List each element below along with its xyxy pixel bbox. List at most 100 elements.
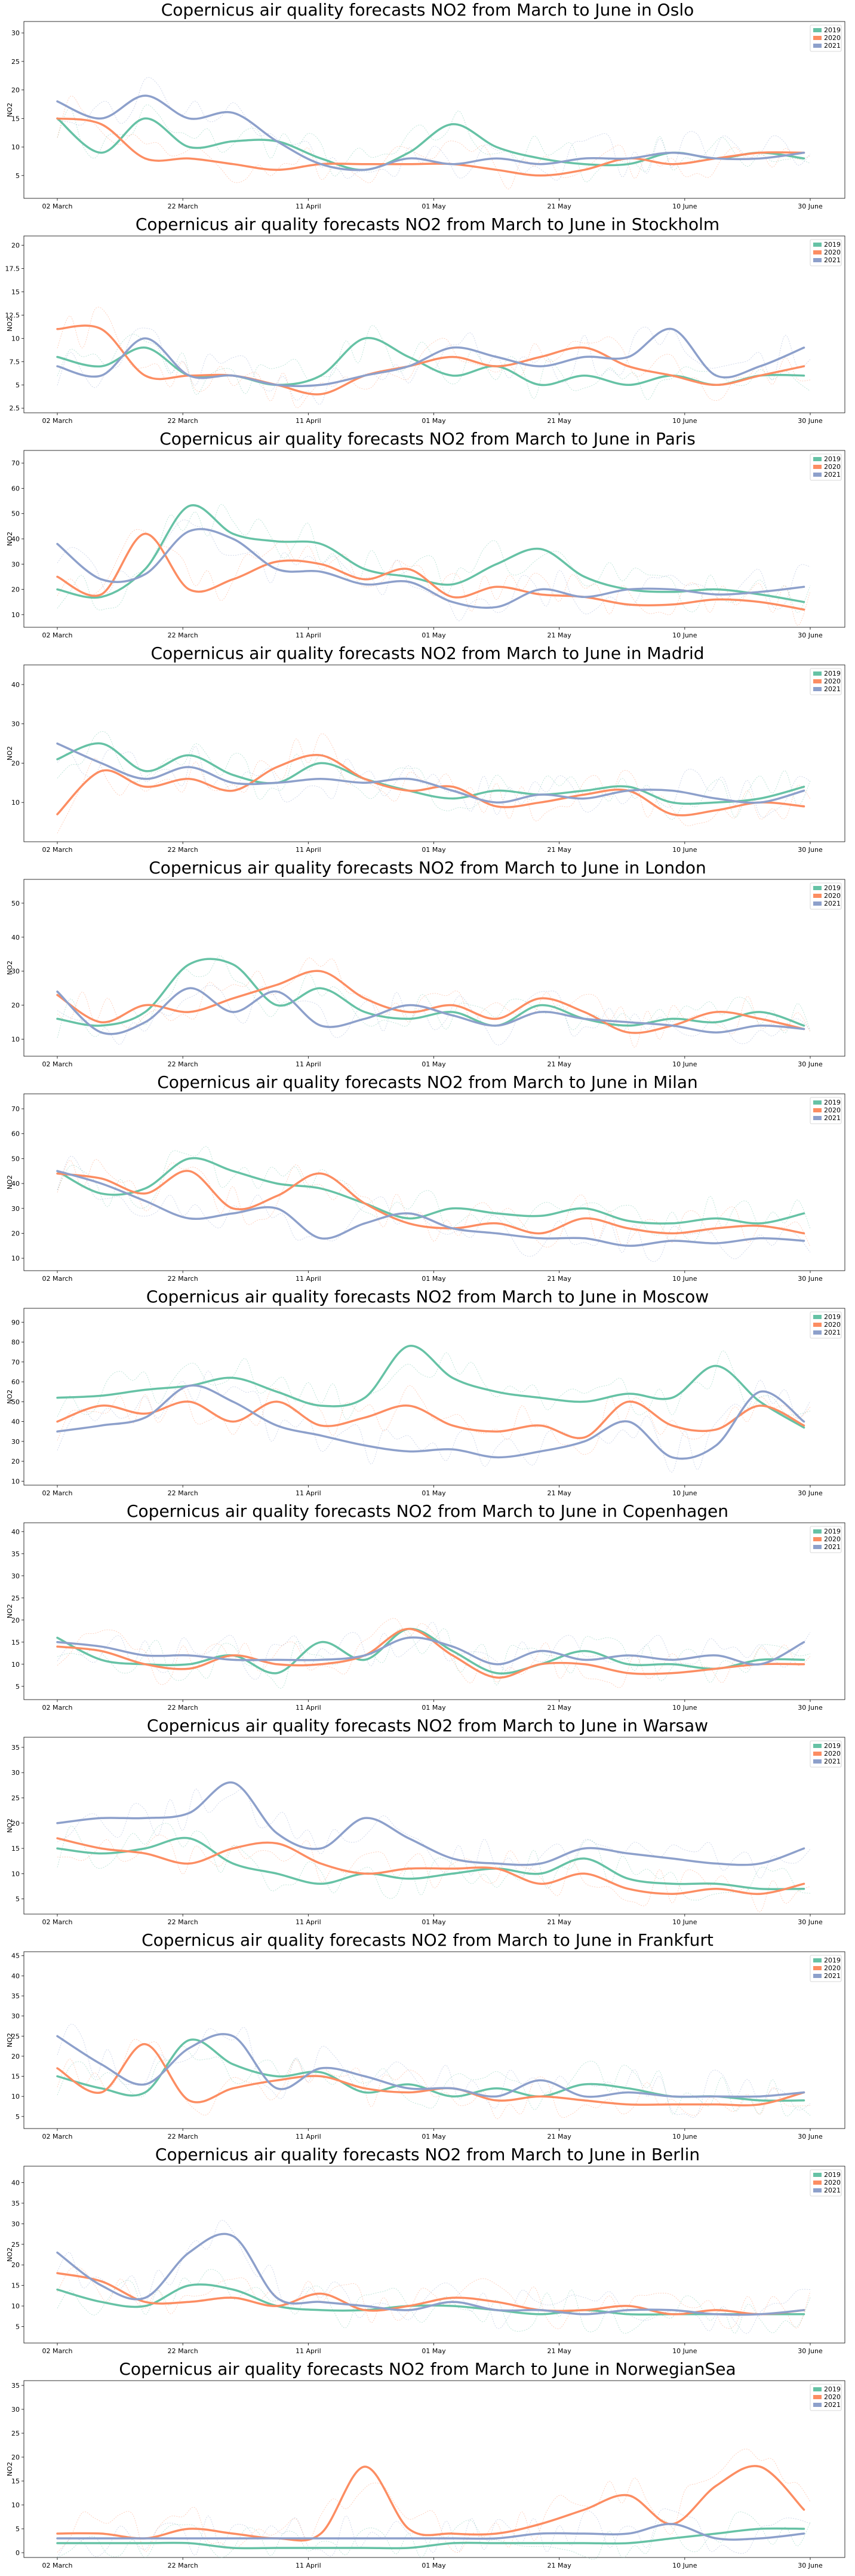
y-tick-label: 70 xyxy=(11,1358,20,1366)
legend-label: 2020 xyxy=(824,677,841,685)
x-tick-label: 10 June xyxy=(672,1275,697,1283)
y-tick-label: 35 xyxy=(11,2200,20,2207)
x-tick-label: 10 June xyxy=(672,2562,697,2569)
x-tick-label: 30 June xyxy=(798,1704,823,1712)
y-tick-label: 25 xyxy=(11,2430,20,2437)
y-tick-label: 30 xyxy=(11,1769,20,1777)
legend-label: 2019 xyxy=(824,26,841,34)
axes-frame xyxy=(23,1308,845,1486)
series-line-2019 xyxy=(56,1157,805,1225)
axes-frame xyxy=(23,21,845,199)
legend-label: 2020 xyxy=(824,1964,841,1972)
x-tick-label: 22 March xyxy=(168,631,198,639)
daily-line-2020 xyxy=(57,1618,811,1688)
y-tick-label: 10 xyxy=(11,2302,20,2310)
x-tick-label: 30 June xyxy=(798,2347,823,2355)
series-line-2021 xyxy=(56,94,805,171)
legend-label: 2019 xyxy=(824,2171,841,2179)
chart-title: Copernicus air quality forecasts NO2 fro… xyxy=(147,1716,708,1735)
y-axis-label: NO2 xyxy=(6,2247,14,2262)
y-tick-label: 60 xyxy=(11,1130,20,1138)
daily-line-2020 xyxy=(57,1159,811,1248)
legend-label: 2021 xyxy=(824,1758,841,1765)
y-tick-label: 10 xyxy=(11,1661,20,1669)
daily-line-2020 xyxy=(57,529,811,626)
y-axis-label: NO2 xyxy=(6,2462,14,2476)
legend-label: 2019 xyxy=(824,670,841,677)
axes-frame xyxy=(23,879,845,1057)
x-tick-label: 01 May xyxy=(422,1918,446,1926)
series-line-2020 xyxy=(56,2043,805,2106)
chart-panel: Copernicus air quality forecasts NO2 fro… xyxy=(0,2359,855,2574)
chart-svg: Copernicus air quality forecasts NO2 fro… xyxy=(6,1716,845,1926)
chart-panel: Copernicus air quality forecasts NO2 fro… xyxy=(0,1930,855,2145)
x-tick-label: 30 June xyxy=(798,1918,823,1926)
x-tick-label: 02 March xyxy=(42,417,72,425)
y-tick-label: 20 xyxy=(11,2261,20,2269)
x-tick-label: 21 May xyxy=(548,1489,572,1497)
x-tick-label: 21 May xyxy=(548,2562,572,2569)
y-tick-label: 5 xyxy=(16,381,20,389)
legend-swatch xyxy=(813,473,822,477)
legend-label: 2021 xyxy=(824,1114,841,1122)
x-tick-label: 11 April xyxy=(296,2562,321,2569)
x-tick-label: 01 May xyxy=(422,1489,446,1497)
legend-swatch xyxy=(813,1974,822,1978)
daily-line-2020 xyxy=(57,2448,811,2553)
y-tick-label: 5 xyxy=(16,2323,20,2330)
daily-line-2021 xyxy=(57,1789,811,1879)
y-tick-label: 30 xyxy=(11,1205,20,1213)
x-tick-label: 22 March xyxy=(168,846,198,854)
x-tick-label: 10 June xyxy=(672,1489,697,1497)
legend-label: 2020 xyxy=(824,2393,841,2401)
y-tick-label: 10 xyxy=(11,2501,20,2509)
daily-line-2019 xyxy=(57,955,811,1038)
y-tick-label: 45 xyxy=(11,1952,20,1960)
series-line-2021 xyxy=(56,1170,805,1247)
x-tick-label: 21 May xyxy=(548,417,572,425)
daily-line-2019 xyxy=(57,1351,811,1420)
y-tick-label: 40 xyxy=(11,535,20,543)
legend-label: 2020 xyxy=(824,249,841,256)
y-axis-label: NO2 xyxy=(6,1818,14,1833)
daily-line-2020 xyxy=(57,1385,811,1455)
y-tick-label: 15 xyxy=(11,2282,20,2290)
legend-label: 2019 xyxy=(824,1099,841,1106)
daily-line-2021 xyxy=(57,2023,811,2118)
y-axis-label: NO2 xyxy=(6,1175,14,1189)
x-tick-label: 11 April xyxy=(296,417,321,425)
x-tick-label: 11 April xyxy=(296,1275,321,1283)
x-tick-label: 02 March xyxy=(42,1489,72,1497)
y-axis-label: NO2 xyxy=(6,532,14,546)
chart-svg: Copernicus air quality forecasts NO2 fro… xyxy=(6,1501,845,1712)
daily-line-2020 xyxy=(57,1835,811,1912)
series-line-2020 xyxy=(56,1837,805,1896)
legend-swatch xyxy=(813,1330,822,1335)
x-tick-label: 02 March xyxy=(42,1275,72,1283)
legend-label: 2019 xyxy=(824,2385,841,2393)
x-tick-label: 11 April xyxy=(296,1489,321,1497)
x-tick-label: 01 May xyxy=(422,2133,446,2140)
y-tick-label: 12.5 xyxy=(5,311,20,319)
chart-title: Copernicus air quality forecasts NO2 fro… xyxy=(142,1930,713,1950)
x-tick-label: 11 April xyxy=(296,2347,321,2355)
y-tick-label: 10 xyxy=(11,1477,20,1485)
y-tick-label: 60 xyxy=(11,484,20,492)
chart-panel: Copernicus air quality forecasts NO2 fro… xyxy=(0,643,855,858)
y-tick-label: 25 xyxy=(11,1794,20,1802)
y-tick-label: 0 xyxy=(16,2549,20,2557)
legend-label: 2021 xyxy=(824,2401,841,2409)
legend-label: 2019 xyxy=(824,1528,841,1535)
legend-swatch xyxy=(813,1545,822,1549)
y-tick-label: 30 xyxy=(11,1572,20,1580)
series-line-2020 xyxy=(56,1170,805,1235)
chart-svg: Copernicus air quality forecasts NO2 fro… xyxy=(6,0,845,210)
series-line-2021 xyxy=(56,327,805,387)
x-tick-label: 10 June xyxy=(672,203,697,210)
series-line-2021 xyxy=(56,528,805,609)
legend-label: 2020 xyxy=(824,892,841,900)
x-tick-label: 22 March xyxy=(168,2347,198,2355)
series-line-2021 xyxy=(56,1781,805,1866)
